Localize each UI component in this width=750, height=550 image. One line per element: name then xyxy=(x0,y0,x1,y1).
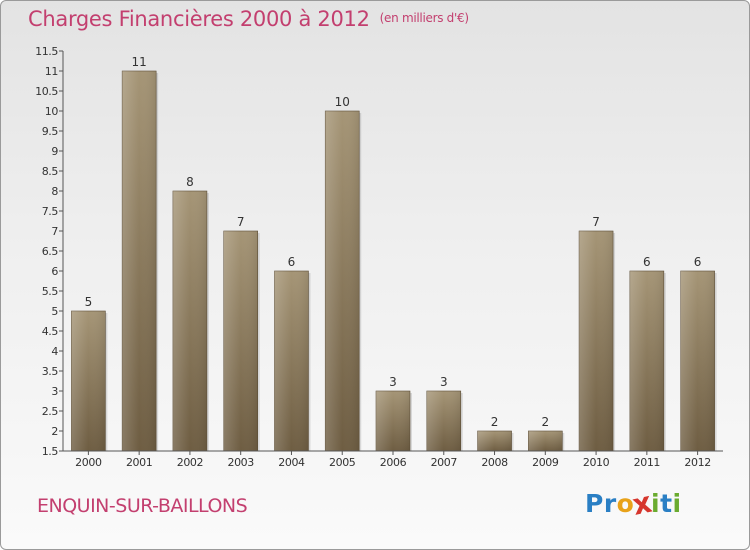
y-tick-label: 11 xyxy=(45,65,58,78)
x-tick-label: 2011 xyxy=(634,456,660,469)
bar-shine xyxy=(477,431,512,451)
logo-letter: i xyxy=(672,489,682,518)
bar-2002: 8 xyxy=(172,175,209,452)
logo-letter: o xyxy=(616,489,635,518)
bar-2010: 7 xyxy=(578,215,616,452)
bar-value-label: 3 xyxy=(440,375,448,389)
x-tick-label: 2008 xyxy=(481,456,508,469)
y-tick-label: 10.5 xyxy=(35,85,58,98)
x-tick-label: 2009 xyxy=(532,456,559,469)
bar-shine xyxy=(223,231,258,451)
bar-shine xyxy=(172,191,207,451)
bar-shine xyxy=(122,71,157,451)
x-tick-label: 2010 xyxy=(583,456,610,469)
y-tick-label: 2 xyxy=(51,425,58,438)
logo-letter: t xyxy=(660,489,673,518)
bar-shine xyxy=(579,231,614,451)
logo-letter: i xyxy=(651,489,661,518)
bar-value-label: 6 xyxy=(288,255,296,269)
bar-shine xyxy=(680,271,715,451)
y-tick-label: 6 xyxy=(51,265,58,278)
x-tick-label: 2001 xyxy=(126,456,152,469)
x-tick-label: 2007 xyxy=(431,456,458,469)
y-tick-label: 9 xyxy=(51,145,58,158)
bar-2000: 5 xyxy=(71,295,108,452)
logo-letter: r xyxy=(603,489,617,518)
y-axis: 1.5 2 2.5 3 3.5 4 4.5 5 5.5 6 6.5 7 7.5 8 8.5 9 9.5 10 10.… xyxy=(35,45,64,458)
bar-value-label: 7 xyxy=(592,215,600,229)
y-tick-label: 4.5 xyxy=(42,325,59,338)
x-tick-label: 2003 xyxy=(227,456,254,469)
chart-title-text: Charges Financières 2000 à 2012 xyxy=(28,7,370,31)
x-tick-label: 2012 xyxy=(684,456,710,469)
bar-2009: 2 xyxy=(528,415,565,452)
bar-shine xyxy=(528,431,563,451)
bar-value-label: 11 xyxy=(132,55,147,69)
bar-value-label: 3 xyxy=(389,375,397,389)
y-tick-label: 4 xyxy=(51,345,58,358)
bar-2005: 10 xyxy=(324,95,362,452)
bar-value-label: 8 xyxy=(186,175,194,189)
bar-shine xyxy=(71,311,106,451)
bar-2006: 3 xyxy=(375,375,412,452)
bar-shine xyxy=(629,271,664,451)
x-tick-label: 2002 xyxy=(177,456,203,469)
x-tick-label: 2004 xyxy=(278,456,305,469)
bar-value-label: 10 xyxy=(335,95,350,109)
proxiti-logo: Proxiti xyxy=(585,485,682,522)
bar-shine xyxy=(376,391,410,451)
bar-2007: 3 xyxy=(426,375,463,452)
bar-2004: 6 xyxy=(274,255,311,452)
y-tick-label: 3.5 xyxy=(42,365,59,378)
logo-letter: P xyxy=(585,489,604,518)
y-tick-label: 9.5 xyxy=(42,125,59,138)
bar-value-label: 2 xyxy=(541,415,549,429)
bar-value-label: 5 xyxy=(85,295,93,309)
y-tick-label: 10 xyxy=(45,105,59,118)
bar-value-label: 6 xyxy=(643,255,651,269)
bar-value-label: 7 xyxy=(237,215,245,229)
y-tick-label: 1.5 xyxy=(42,445,59,458)
commune-name: ENQUIN-SUR-BAILLONS xyxy=(37,495,248,517)
x-tick-label: 2005 xyxy=(329,456,356,469)
bar-2008: 2 xyxy=(477,415,514,452)
bar-2012: 6 xyxy=(680,255,717,452)
y-tick-label: 11.5 xyxy=(35,45,58,58)
y-tick-label: 5 xyxy=(51,305,58,318)
y-tick-label: 7.5 xyxy=(42,205,59,218)
y-tick-label: 7 xyxy=(51,225,58,238)
y-tick-label: 2.5 xyxy=(42,405,59,418)
y-tick-label: 6.5 xyxy=(42,245,59,258)
bar-2011: 6 xyxy=(629,255,666,452)
y-tick-label: 8 xyxy=(51,185,58,198)
bar-shine xyxy=(426,391,461,451)
bar-shine xyxy=(325,111,360,451)
x-tick-label: 2006 xyxy=(380,456,407,469)
x-axis: 2000 2001 2002 2003 2004 2005 2006 2007 2008 2009… xyxy=(63,450,723,469)
chart-subtitle: (en milliers d'€) xyxy=(379,11,469,25)
bar-shine xyxy=(274,271,309,451)
bar-value-label: 6 xyxy=(694,255,702,269)
bar-2003: 7 xyxy=(223,215,260,452)
y-tick-label: 3 xyxy=(51,385,58,398)
bar-2001: 11 xyxy=(121,55,159,452)
y-tick-label: 8.5 xyxy=(42,165,59,178)
x-tick-label: 2000 xyxy=(75,456,102,469)
bar-value-label: 2 xyxy=(491,415,499,429)
y-tick-label: 5.5 xyxy=(42,285,59,298)
bars: 5 11 8 7 6 10 3 3 2 2 7 6 6 xyxy=(71,55,717,452)
chart-title: Charges Financières 2000 à 2012 (en milli… xyxy=(28,7,469,31)
